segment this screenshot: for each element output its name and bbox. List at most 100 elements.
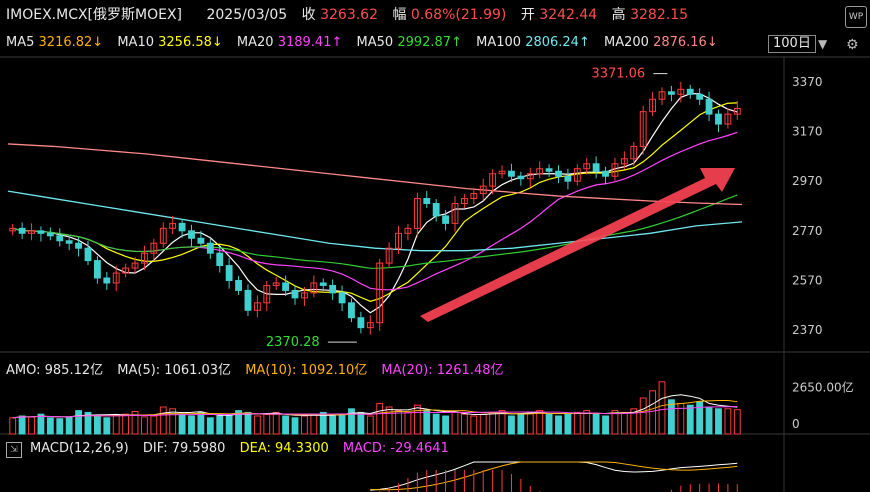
ma5-line <box>12 93 738 314</box>
candle-body <box>460 198 468 205</box>
quote-header: IMOEX.MCX[俄罗斯MOEX] 2025/03/05 收 3263.62 … <box>6 4 698 24</box>
volume-bar <box>338 413 346 435</box>
candle-body <box>583 163 591 170</box>
candle-body <box>131 262 139 269</box>
volume-bar <box>705 406 713 435</box>
candle-body <box>65 240 73 244</box>
macd-settings-icon[interactable]: ⇲ <box>6 442 22 458</box>
volume-bar <box>649 390 657 435</box>
amo-value: AMO: 985.12亿 <box>6 363 104 378</box>
volume-bar <box>686 404 694 435</box>
volume-bar <box>508 415 515 435</box>
candle-body <box>733 107 741 115</box>
ma20-label: MA20 <box>236 35 274 50</box>
candle-body <box>705 98 713 115</box>
macd-value: MACD: -29.4641 <box>342 441 449 456</box>
candle-body <box>75 242 82 249</box>
volume-bar <box>319 411 327 435</box>
candle-body <box>376 262 384 324</box>
volume-bar <box>611 410 619 435</box>
candle-body <box>141 252 148 264</box>
candle-body <box>301 292 308 299</box>
candle-body <box>451 203 459 224</box>
volume-bar <box>169 408 177 435</box>
candle-body <box>395 232 402 249</box>
candle-body <box>517 175 525 180</box>
ma50-label: MA50 <box>356 35 394 50</box>
candle-body <box>357 317 365 329</box>
candle-body <box>620 158 628 165</box>
ma-legend: MA5 3216.82↓ MA10 3256.58↓ MA20 3189.41↑… <box>6 35 728 50</box>
candle-body <box>93 260 101 279</box>
volume-bar <box>103 417 111 435</box>
trend-arrow-icon <box>420 168 735 322</box>
wp-icon[interactable]: WP <box>845 6 867 28</box>
candle-body <box>46 232 54 237</box>
volume-bar <box>272 411 280 435</box>
candle-body <box>197 237 205 244</box>
candle-body <box>310 282 318 294</box>
gear-icon[interactable]: ⚙ <box>846 37 859 53</box>
volume-bar <box>18 415 26 435</box>
ma50-value: 2992.87↑ <box>397 35 462 50</box>
candle-body <box>18 227 26 234</box>
volume-bar <box>310 413 318 435</box>
volume-bar <box>159 406 167 435</box>
chevron-down-icon[interactable]: ▼ <box>818 37 828 51</box>
ma10-line <box>12 102 738 302</box>
candle-body <box>573 168 581 182</box>
volume-bar <box>489 411 497 435</box>
volume-bar <box>291 417 299 435</box>
volume-bar <box>197 411 205 435</box>
candle-body <box>526 173 534 180</box>
volume-bar <box>395 410 402 435</box>
volume-bar <box>545 413 553 435</box>
candle-body <box>225 265 233 281</box>
ma20-value: 3189.41↑ <box>277 35 343 50</box>
ma200-line <box>7 143 743 206</box>
candle-body <box>611 163 619 177</box>
candle-body <box>423 198 431 205</box>
volume-tick-label: 2650.00亿 <box>792 379 854 394</box>
vol-ma10-value: MA(10): 1092.10亿 <box>245 363 368 378</box>
period-selector[interactable]: 100日 <box>768 35 816 53</box>
candle-body <box>235 279 242 291</box>
candle-body <box>37 230 45 234</box>
candle-body <box>602 170 609 177</box>
candle-body <box>686 88 694 95</box>
volume-bar <box>583 410 591 435</box>
volume-bar <box>93 415 101 435</box>
price-annotation: 2370.28 <box>266 335 320 350</box>
ma100-line <box>7 190 743 252</box>
volume-bar <box>9 417 17 435</box>
volume-bar <box>620 411 628 435</box>
volume-bar <box>131 411 139 435</box>
volume-bar <box>216 415 224 435</box>
y-tick-label: 2970 <box>792 174 823 188</box>
ma50-line <box>12 194 738 269</box>
candle-body <box>206 242 214 254</box>
dif-value: DIF: 79.5980 <box>142 441 226 456</box>
open-value: 3242.44 <box>539 7 598 23</box>
ma200-label: MA200 <box>603 35 649 50</box>
volume-bar <box>357 411 365 435</box>
volume-bar <box>46 417 54 435</box>
volume-bar <box>188 415 195 435</box>
volume-bar <box>141 416 148 435</box>
volume-bar <box>517 413 525 435</box>
volume-bar <box>75 410 82 435</box>
volume-zero-label: 0 <box>792 417 800 431</box>
candle-body <box>348 302 355 319</box>
candle-body <box>216 252 224 267</box>
volume-bar <box>178 413 186 435</box>
volume-bar <box>630 408 638 435</box>
volume-bar <box>573 411 581 435</box>
candle-body <box>432 203 440 217</box>
volume-bar <box>206 417 214 435</box>
macd-legend: MACD(12,26,9) DIF: 79.5980 DEA: 94.3300 … <box>30 441 459 456</box>
open-label: 开 <box>520 7 535 23</box>
ma10-label: MA10 <box>117 35 154 50</box>
volume-bar <box>253 415 261 435</box>
change-value: 0.68%(21.99) <box>410 7 507 23</box>
vol-ma10-line <box>12 400 738 419</box>
